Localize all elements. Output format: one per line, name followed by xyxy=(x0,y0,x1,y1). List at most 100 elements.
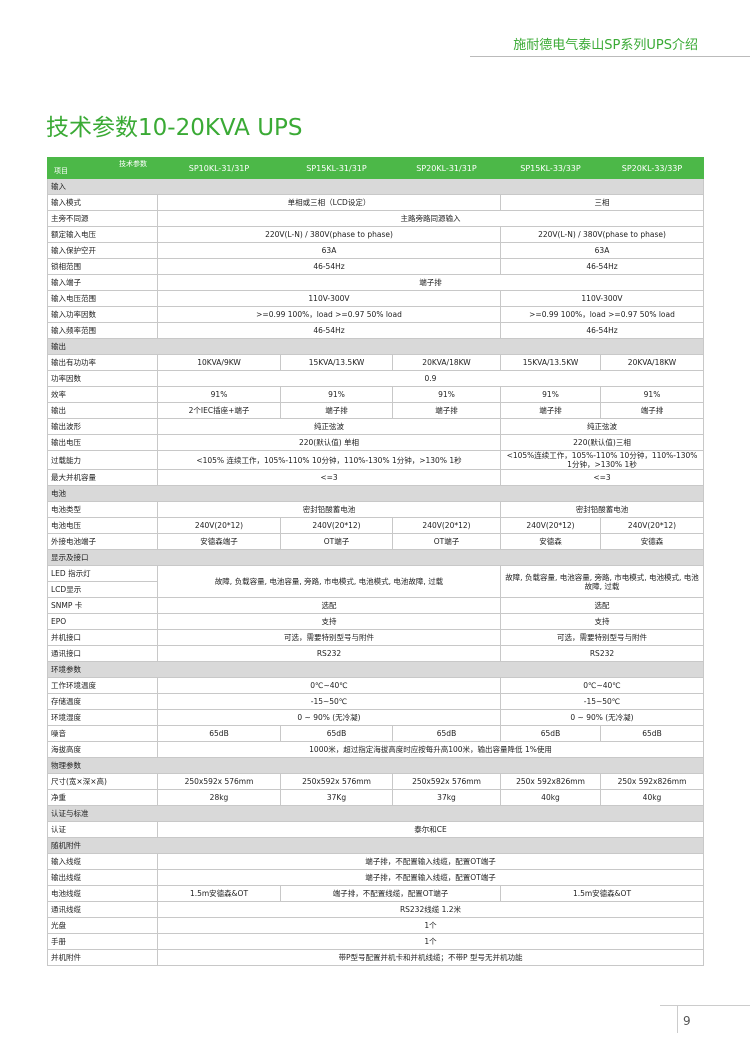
row-label: 认证 xyxy=(47,821,158,838)
row-label: 主旁不同源 xyxy=(47,210,158,227)
data-row: 输入频率范围 46-54Hz 46-54Hz xyxy=(47,322,704,339)
data-row: 认证 泰尔和CE xyxy=(47,821,704,838)
data-row: 通讯接口 RS232 RS232 xyxy=(47,645,704,662)
header-rule xyxy=(470,56,750,57)
cell: 故障, 负载容量, 电池容量, 旁路, 市电模式, 电池模式, 电池故障, 过载 xyxy=(157,565,501,598)
column-header: SP15KL-31/31P xyxy=(280,157,393,179)
section-row: 输出 xyxy=(47,338,704,355)
cell: 密封铅酸蓄电池 xyxy=(500,501,704,518)
data-row: 锁相范围 46-54Hz 46-54Hz xyxy=(47,258,704,275)
cell: 46-54Hz xyxy=(157,258,501,275)
cell: 1个 xyxy=(157,917,704,934)
cell: 三相 xyxy=(500,194,704,211)
cell: 主路旁路同源输入 xyxy=(157,210,704,227)
cell: 故障, 负载容量, 电池容量, 旁路, 市电模式, 电池模式, 电池故障, 过载 xyxy=(500,565,704,598)
cell: 250x592x 576mm xyxy=(157,773,281,790)
cell: 46-54Hz xyxy=(157,322,501,339)
row-label: 海拔高度 xyxy=(47,741,158,758)
data-row: 输出电压 220(默认值) 单相 220(默认值)三相 xyxy=(47,434,704,451)
cell: 65dB xyxy=(157,725,281,742)
cell: 63A xyxy=(157,242,501,259)
row-label: 过载能力 xyxy=(47,450,158,470)
cell: 91% xyxy=(392,386,501,403)
cell: 220V(L-N) / 380V(phase to phase) xyxy=(157,226,501,243)
cell: 0℃~40℃ xyxy=(157,677,501,694)
cell: 40kg xyxy=(500,789,601,806)
row-label: 工作环境温度 xyxy=(47,677,158,694)
page-number: 9 xyxy=(683,1014,691,1028)
data-row: 功率因数 0.9 xyxy=(47,370,704,387)
cell: 带P型号配置并机卡和并机线缆；不带P 型号无并机功能 xyxy=(157,949,704,966)
cell: 91% xyxy=(500,386,601,403)
data-row: 通讯线缆 RS232线缆 1.2米 xyxy=(47,901,704,918)
column-header: SP15KL-33/33P xyxy=(500,157,601,179)
row-label: 输入保护空开 xyxy=(47,242,158,259)
cell: 端子排 xyxy=(280,402,393,419)
row-label: 手册 xyxy=(47,933,158,950)
header-text: 施耐德电气泰山SP系列UPS介绍 xyxy=(513,38,698,53)
cell: 10KVA/9KW xyxy=(157,354,281,371)
data-row: 过载能力 <105% 连续工作，105%-110% 10分钟，110%-130% … xyxy=(47,450,704,470)
data-row: 输出线缆 端子排，不配置输入线缆，配置OT端子 xyxy=(47,869,704,886)
cell: 端子排 xyxy=(500,402,601,419)
data-row: 手册 1个 xyxy=(47,933,704,950)
row-label: 输出波形 xyxy=(47,418,158,435)
row-label: 输入电压范围 xyxy=(47,290,158,307)
cell: 可选，需要特别型号与附件 xyxy=(500,629,704,646)
cell: 250x 592x826mm xyxy=(500,773,601,790)
row-label: 并机附件 xyxy=(47,949,158,966)
cell: 安德森 xyxy=(500,533,601,550)
row-label: LCD显示 xyxy=(47,581,158,598)
data-row: 环境湿度 0 ~ 90% (无冷凝) 0 ~ 90% (无冷凝) xyxy=(47,709,704,726)
header-corner: 技术参数项目 xyxy=(47,157,158,179)
cell: RS232 xyxy=(500,645,704,662)
cell: <=3 xyxy=(157,469,501,486)
row-label: LED 指示灯 xyxy=(47,565,158,582)
spec-table: 技术参数 项目 SP10KL-31/31P SP15KL-31/31P SP20KL-3… xyxy=(47,157,704,966)
data-row: 额定输入电压 220V(L-N) / 380V(phase to phase) 22… xyxy=(47,226,704,243)
data-row: EPO 支持 支持 xyxy=(47,613,704,630)
cell: 密封铅酸蓄电池 xyxy=(157,501,501,518)
cell: 46-54Hz xyxy=(500,258,704,275)
data-row: 输出有功功率 10KVA/9KW 15KVA/13.5KW 20KVA/18KW 15K… xyxy=(47,354,704,371)
cell: 可选，需要特别型号与附件 xyxy=(157,629,501,646)
cell: RS232 xyxy=(157,645,501,662)
cell: RS232线缆 1.2米 xyxy=(157,901,704,918)
corner-top-label: 技术参数 xyxy=(119,160,147,168)
cell: 1000米，超过指定海拔高度时应按每升高100米，输出容量降低 1%使用 xyxy=(157,741,704,758)
cell: 15KVA/13.5KW xyxy=(280,354,393,371)
row-label: 存储温度 xyxy=(47,693,158,710)
cell: 15KVA/13.5KW xyxy=(500,354,601,371)
row-label: 光盘 xyxy=(47,917,158,934)
data-row: 输入保护空开 63A 63A xyxy=(47,242,704,259)
data-row: SNMP 卡选配 选配 xyxy=(47,597,704,614)
cell: 纯正弦波 xyxy=(157,418,501,435)
row-label: 输入模式 xyxy=(47,194,158,211)
corner-bottom-label: 项目 xyxy=(54,167,68,175)
data-row: 电池类型 密封铅酸蓄电池 密封铅酸蓄电池 xyxy=(47,501,704,518)
data-row: 输入功率因数 >=0.99 100%，load >=0.97 50% load >=… xyxy=(47,306,704,323)
data-row: 尺寸(宽×深×高) 250x592x 576mm 250x592x 576mm 250… xyxy=(47,773,704,790)
cell: 1.5m安德森&OT xyxy=(157,885,281,902)
cell: 91% xyxy=(600,386,704,403)
section-row: 随机附件 xyxy=(47,837,704,854)
data-row: 并机接口 可选，需要特别型号与附件 可选，需要特别型号与附件 xyxy=(47,629,704,646)
section-label: 环境参数 xyxy=(47,661,704,678)
data-row: 存储温度 -15~50℃ -15~50℃ xyxy=(47,693,704,710)
cell: 250x592x 576mm xyxy=(280,773,393,790)
cell: <=3 xyxy=(500,469,704,486)
row-label: 输出 xyxy=(47,402,158,419)
cell: <105%连续工作，105%-110% 10分钟，110%-130% 1分钟，>… xyxy=(500,450,704,470)
row-label: 功率因数 xyxy=(47,370,158,387)
row-label: 输入功率因数 xyxy=(47,306,158,323)
row-label: 电池类型 xyxy=(47,501,158,518)
cell: 端子排 xyxy=(392,402,501,419)
cell: 250x592x 576mm xyxy=(392,773,501,790)
section-label: 随机附件 xyxy=(47,837,704,854)
cell: 37Kg xyxy=(280,789,393,806)
cell: 安德森 xyxy=(600,533,704,550)
cell: 91% xyxy=(157,386,281,403)
row-label: 外接电池端子 xyxy=(47,533,158,550)
page-title: 技术参数10-20KVA UPS xyxy=(46,115,303,141)
